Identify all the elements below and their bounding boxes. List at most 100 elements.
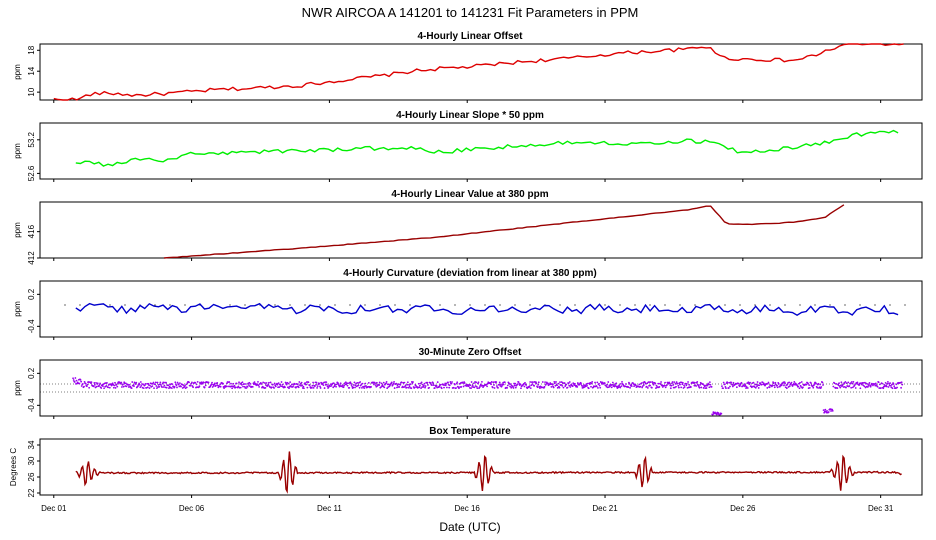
data-point — [323, 387, 326, 389]
plot-frame — [39, 280, 923, 338]
data-point — [619, 382, 622, 385]
data-point — [882, 387, 885, 390]
data-point — [598, 382, 600, 385]
data-point — [669, 387, 672, 390]
data-point — [315, 383, 317, 386]
data-point — [374, 382, 377, 385]
data-point — [382, 381, 385, 384]
data-point — [408, 383, 410, 386]
data-point — [332, 386, 335, 389]
data-point — [241, 381, 244, 384]
zero-reference-dot — [649, 304, 651, 306]
data-point — [443, 386, 445, 389]
data-point — [650, 386, 653, 389]
data-point — [417, 382, 420, 385]
data-point — [107, 386, 110, 389]
data-point — [146, 386, 149, 389]
data-point — [625, 383, 627, 385]
data-point — [455, 387, 457, 389]
data-point — [406, 381, 409, 384]
data-point — [552, 386, 555, 389]
data-point — [826, 409, 828, 412]
data-point — [433, 387, 436, 389]
data-point — [233, 384, 236, 387]
zero-reference-dot — [79, 304, 81, 306]
data-point — [854, 387, 857, 389]
data-point — [541, 381, 544, 383]
data-point — [450, 382, 453, 385]
data-point — [410, 387, 413, 390]
data-point — [248, 381, 251, 384]
data-point — [705, 387, 708, 389]
data-point — [615, 382, 618, 385]
y-axis-label: ppm — [13, 222, 22, 238]
data-point — [760, 383, 763, 386]
plot-frame — [39, 201, 923, 259]
data-point — [788, 381, 791, 384]
data-point — [866, 383, 869, 385]
data-point — [393, 381, 395, 383]
data-point — [113, 384, 116, 387]
zero-reference-dot — [229, 304, 231, 306]
data-point — [757, 387, 760, 389]
data-point — [373, 383, 375, 386]
data-point — [473, 386, 476, 389]
data-point — [278, 386, 281, 388]
data-point — [421, 383, 424, 386]
data-point — [768, 386, 771, 389]
data-point — [448, 386, 451, 389]
data-point — [327, 386, 330, 388]
zero-reference-dot — [244, 304, 246, 306]
zero-reference-dot — [664, 304, 666, 306]
zero-reference-dot — [769, 304, 771, 306]
data-point — [420, 381, 423, 384]
x-tick-label: Dec 21 — [592, 504, 618, 513]
data-point — [219, 385, 222, 388]
data-point — [767, 381, 770, 384]
data-point — [225, 385, 228, 388]
data-point — [686, 382, 688, 385]
figure-title: NWR AIRCOA A 141201 to 141231 Fit Parame… — [302, 5, 639, 20]
data-point — [293, 383, 296, 385]
data-point — [773, 384, 776, 387]
data-point — [599, 386, 602, 389]
data-point — [325, 383, 328, 386]
data-point — [298, 381, 301, 383]
data-point — [79, 378, 82, 381]
data-point — [194, 381, 197, 384]
data-point — [156, 387, 158, 390]
data-point — [618, 384, 621, 387]
data-point — [445, 382, 448, 385]
data-point — [361, 386, 363, 389]
zero-reference-dot — [334, 304, 336, 306]
zero-reference-dot — [724, 304, 726, 306]
data-point — [493, 384, 495, 386]
data-point — [520, 387, 522, 390]
data-point — [559, 381, 561, 384]
data-point — [216, 381, 219, 384]
data-point — [448, 384, 451, 387]
data-point — [491, 386, 494, 389]
data-point — [175, 384, 178, 387]
panel-title: 4-Hourly Linear Offset — [417, 31, 523, 42]
data-point — [210, 383, 213, 386]
data-point — [588, 383, 591, 386]
data-point — [671, 382, 673, 385]
data-point — [556, 384, 559, 387]
zero-reference-dot — [499, 304, 501, 306]
data-point — [116, 385, 119, 388]
chart-panel-5: 30-Minute Zero Offset -0.4 0.2 ppm — [13, 347, 923, 419]
data-point — [352, 384, 355, 386]
data-point — [506, 384, 509, 387]
data-point — [230, 382, 232, 385]
data-point — [257, 381, 259, 383]
data-point — [681, 382, 684, 384]
data-point — [646, 382, 649, 385]
data-point — [363, 387, 366, 390]
data-point — [95, 385, 98, 388]
data-point — [405, 386, 408, 389]
data-point — [725, 387, 727, 390]
data-point — [301, 384, 304, 387]
data-point — [85, 385, 88, 388]
data-point — [93, 382, 96, 384]
